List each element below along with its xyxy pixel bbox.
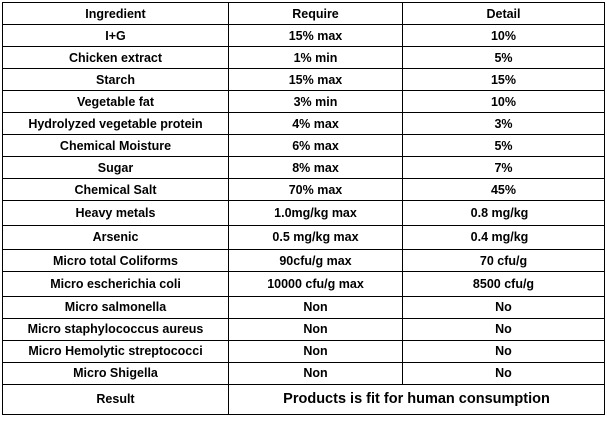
ingredient-cell: Chemical Salt [2, 178, 229, 201]
ingredient-cell: Chicken extract [2, 46, 229, 69]
header-row: Ingredient Require Detail [2, 2, 605, 25]
ingredient-cell: Micro Shigella [2, 361, 229, 385]
table-row: Chemical Moisture 6% max 5% [2, 134, 605, 157]
ingredient-cell: Hydrolyzed vegetable protein [2, 112, 229, 135]
require-cell: 70% max [228, 178, 403, 201]
require-cell: Non [228, 295, 403, 319]
require-cell: 4% max [228, 112, 403, 135]
ingredient-cell: Sugar [2, 156, 229, 179]
table-row: Micro salmonella Non No [2, 295, 605, 319]
detail-cell: 0.8 mg/kg [402, 200, 605, 226]
detail-cell: 15% [402, 68, 605, 91]
ingredient-cell: Micro Hemolytic streptococci [2, 339, 229, 363]
ingredient-cell: Micro staphylococcus aureus [2, 317, 229, 341]
detail-cell: 3% [402, 112, 605, 135]
result-row: Result Products is fit for human consump… [2, 383, 605, 415]
detail-cell: No [402, 317, 605, 341]
require-cell: 1.0mg/kg max [228, 200, 403, 226]
require-cell: 6% max [228, 134, 403, 157]
require-cell: Non [228, 339, 403, 363]
ingredient-cell: Starch [2, 68, 229, 91]
require-cell: 15% max [228, 68, 403, 91]
ingredient-cell: Micro escherichia coli [2, 271, 229, 297]
table-row: Heavy metals 1.0mg/kg max 0.8 mg/kg [2, 200, 605, 226]
table-row: Vegetable fat 3% min 10% [2, 90, 605, 113]
specification-table: Ingredient Require Detail I+G 15% max 10… [2, 2, 605, 415]
detail-cell: 10% [402, 24, 605, 47]
ingredient-cell: Heavy metals [2, 200, 229, 226]
detail-cell: No [402, 295, 605, 319]
require-cell: 10000 cfu/g max [228, 271, 403, 297]
table-row: Sugar 8% max 7% [2, 156, 605, 179]
detail-cell: 5% [402, 134, 605, 157]
table-row: I+G 15% max 10% [2, 24, 605, 47]
table-row: Hydrolyzed vegetable protein 4% max 3% [2, 112, 605, 135]
header-require: Require [228, 2, 403, 25]
table-row: Chicken extract 1% min 5% [2, 46, 605, 69]
detail-cell: 5% [402, 46, 605, 69]
table-row: Micro Hemolytic streptococci Non No [2, 339, 605, 363]
require-cell: 8% max [228, 156, 403, 179]
table-row: Arsenic 0.5 mg/kg max 0.4 mg/kg [2, 224, 605, 250]
require-cell: Non [228, 361, 403, 385]
ingredient-cell: I+G [2, 24, 229, 47]
ingredient-cell: Chemical Moisture [2, 134, 229, 157]
detail-cell: 0.4 mg/kg [402, 224, 605, 250]
detail-cell: 70 cfu/g [402, 249, 605, 272]
detail-cell: 8500 cfu/g [402, 271, 605, 297]
header-ingredient: Ingredient [2, 2, 229, 25]
header-detail: Detail [402, 2, 605, 25]
require-cell: 0.5 mg/kg max [228, 224, 403, 250]
require-cell: 1% min [228, 46, 403, 69]
table-row: Micro total Coliforms 90cfu/g max 70 cfu… [2, 249, 605, 272]
ingredient-cell: Micro salmonella [2, 295, 229, 319]
ingredient-cell: Vegetable fat [2, 90, 229, 113]
result-text: Products is fit for human consumption [228, 383, 605, 415]
table-row: Micro Shigella Non No [2, 361, 605, 385]
detail-cell: 45% [402, 178, 605, 201]
table-row: Starch 15% max 15% [2, 68, 605, 91]
ingredient-cell: Micro total Coliforms [2, 249, 229, 272]
detail-cell: No [402, 339, 605, 363]
require-cell: 15% max [228, 24, 403, 47]
table-row: Chemical Salt 70% max 45% [2, 178, 605, 201]
table-row: Micro escherichia coli 10000 cfu/g max 8… [2, 271, 605, 297]
detail-cell: No [402, 361, 605, 385]
require-cell: Non [228, 317, 403, 341]
detail-cell: 10% [402, 90, 605, 113]
detail-cell: 7% [402, 156, 605, 179]
result-label: Result [2, 383, 229, 415]
require-cell: 3% min [228, 90, 403, 113]
require-cell: 90cfu/g max [228, 249, 403, 272]
ingredient-cell: Arsenic [2, 224, 229, 250]
table-row: Micro staphylococcus aureus Non No [2, 317, 605, 341]
